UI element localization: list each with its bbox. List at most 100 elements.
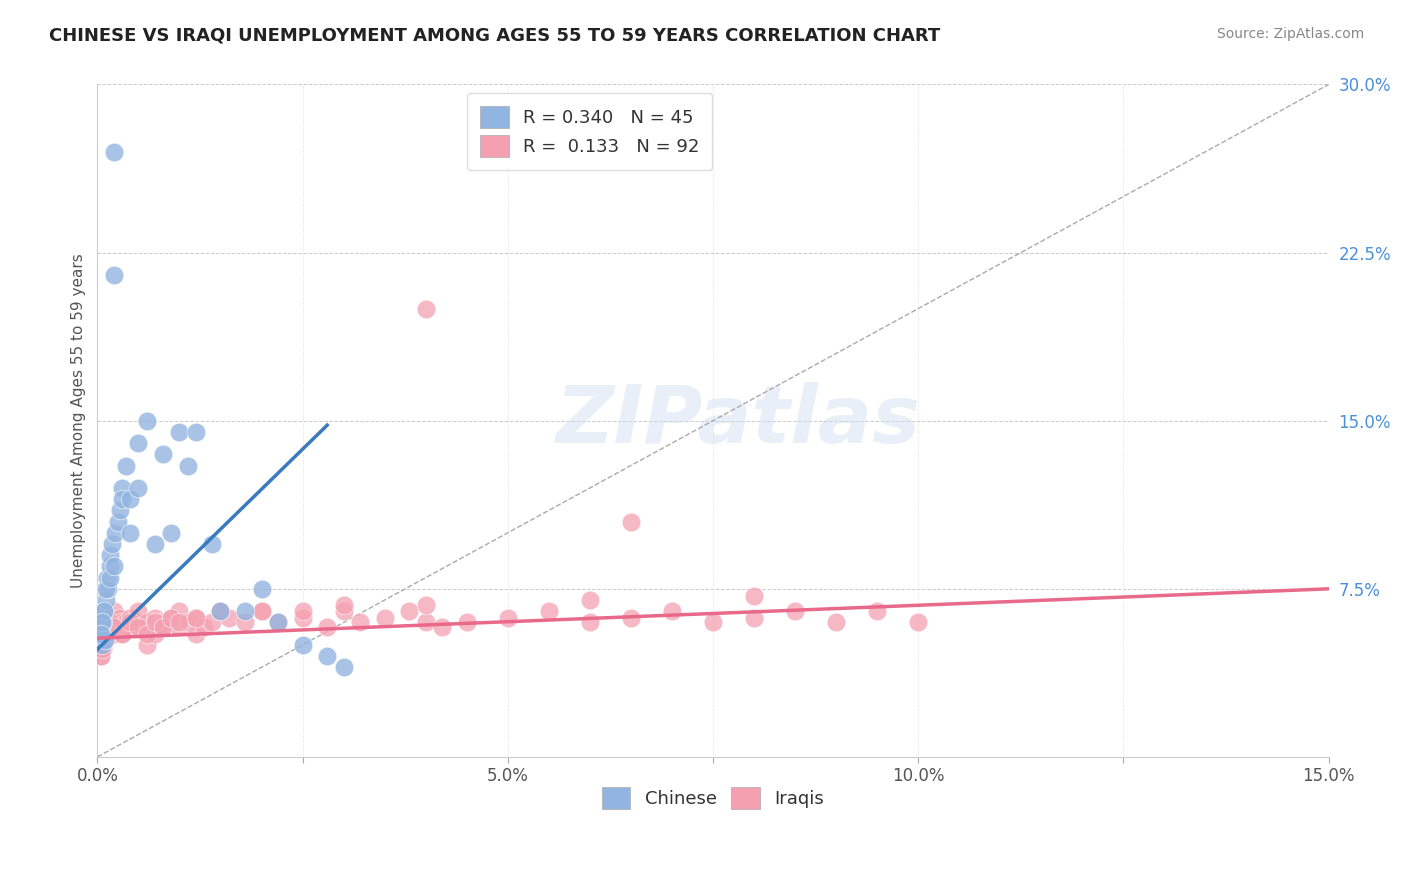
Point — [184, 611, 207, 625]
Point — [152, 447, 174, 461]
Point — [98, 611, 121, 625]
Point — [120, 492, 142, 507]
Point — [135, 638, 157, 652]
Point — [620, 515, 643, 529]
Point — [103, 626, 125, 640]
Point — [374, 611, 396, 625]
Point — [91, 638, 114, 652]
Point — [201, 537, 224, 551]
Point — [537, 604, 560, 618]
Point — [90, 620, 112, 634]
Point — [94, 615, 117, 630]
Point — [120, 525, 142, 540]
Point — [742, 611, 765, 625]
Point — [100, 620, 122, 634]
Point — [90, 615, 112, 630]
Point — [101, 615, 124, 630]
Text: ZIPatlas: ZIPatlas — [555, 382, 920, 459]
Point — [496, 611, 519, 625]
Point — [332, 598, 354, 612]
Point — [93, 633, 115, 648]
Point — [98, 615, 121, 630]
Point — [98, 571, 121, 585]
Point — [209, 604, 232, 618]
Point — [250, 582, 273, 596]
Point — [184, 626, 207, 640]
Point — [291, 611, 314, 625]
Point — [398, 604, 420, 618]
Point — [91, 615, 114, 630]
Point — [907, 615, 929, 630]
Point — [107, 515, 129, 529]
Point — [93, 620, 115, 634]
Point — [176, 615, 198, 630]
Point — [94, 582, 117, 596]
Point — [143, 626, 166, 640]
Point — [91, 642, 114, 657]
Point — [430, 620, 453, 634]
Point — [107, 620, 129, 634]
Point — [742, 589, 765, 603]
Point — [169, 425, 191, 439]
Point — [415, 615, 437, 630]
Point — [101, 537, 124, 551]
Point — [120, 611, 142, 625]
Point — [661, 604, 683, 618]
Point — [93, 633, 115, 648]
Point — [115, 615, 138, 630]
Point — [127, 620, 149, 634]
Point — [160, 615, 183, 630]
Point — [184, 425, 207, 439]
Point — [143, 537, 166, 551]
Point — [127, 436, 149, 450]
Point — [103, 145, 125, 159]
Point — [87, 638, 110, 652]
Point — [100, 548, 122, 562]
Point — [152, 620, 174, 634]
Point — [160, 525, 183, 540]
Point — [111, 492, 134, 507]
Point — [267, 615, 290, 630]
Point — [90, 620, 112, 634]
Point — [110, 611, 132, 625]
Point — [176, 458, 198, 473]
Point — [93, 604, 115, 618]
Point — [120, 620, 142, 634]
Point — [97, 582, 120, 596]
Point — [103, 268, 125, 282]
Point — [111, 626, 134, 640]
Point — [316, 620, 339, 634]
Point — [93, 626, 115, 640]
Point — [332, 604, 354, 618]
Point — [91, 642, 114, 657]
Point — [184, 611, 207, 625]
Point — [112, 620, 135, 634]
Point — [267, 615, 290, 630]
Point — [415, 301, 437, 316]
Point — [143, 611, 166, 625]
Point — [131, 620, 153, 634]
Point — [111, 615, 134, 630]
Point — [201, 615, 224, 630]
Point — [127, 604, 149, 618]
Point — [291, 604, 314, 618]
Point — [97, 615, 120, 630]
Point — [103, 559, 125, 574]
Point — [152, 620, 174, 634]
Point — [135, 414, 157, 428]
Point — [415, 598, 437, 612]
Point — [160, 611, 183, 625]
Point — [620, 611, 643, 625]
Point — [291, 638, 314, 652]
Point — [120, 615, 142, 630]
Point — [349, 615, 371, 630]
Point — [89, 626, 111, 640]
Point — [124, 615, 146, 630]
Point — [250, 604, 273, 618]
Point — [233, 604, 256, 618]
Point — [193, 620, 215, 634]
Point — [111, 481, 134, 495]
Point — [127, 615, 149, 630]
Point — [89, 626, 111, 640]
Point — [579, 615, 602, 630]
